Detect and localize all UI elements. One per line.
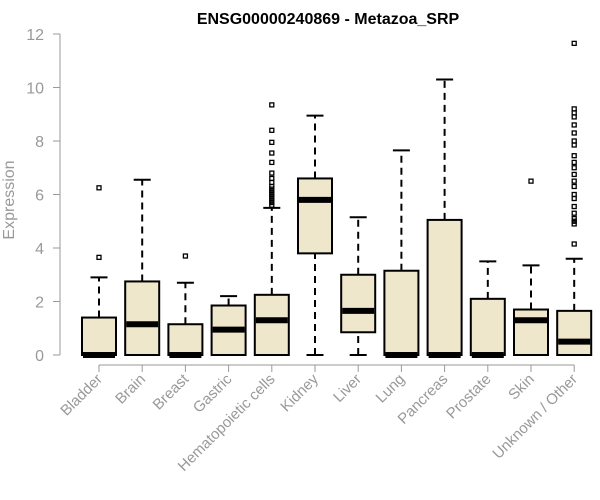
outlier-point <box>571 159 577 166</box>
outlier-point <box>528 178 534 184</box>
outlier-point <box>571 171 577 178</box>
outlier-point <box>571 122 577 128</box>
outlier-point <box>269 194 275 200</box>
outlier-point <box>269 102 275 108</box>
x-tick-label: Lung <box>373 371 409 407</box>
y-tick-label: 10 <box>26 81 44 98</box>
outlier-point <box>571 218 577 224</box>
outlier-point <box>571 40 577 47</box>
outlier-point <box>571 203 577 210</box>
box-bladder <box>81 185 117 358</box>
chart-title: ENSG00000240869 - Metazoa_SRP <box>197 11 460 28</box>
box-iqr <box>124 280 161 356</box>
box-gastric <box>210 295 247 357</box>
outlier-point <box>269 199 275 206</box>
box-lung <box>383 149 420 358</box>
outlier-point <box>269 175 275 182</box>
outlier-point <box>269 191 275 198</box>
box-kidney <box>297 114 333 356</box>
box-iqr <box>469 297 506 357</box>
box-unknown-other <box>556 40 593 356</box>
outlier-point <box>571 178 577 184</box>
y-tick-label: 6 <box>35 188 44 205</box>
box-breast <box>167 253 204 358</box>
x-tick-label: Skin <box>505 371 538 404</box>
y-tick-label: 0 <box>35 348 44 365</box>
x-tick-label: Breast <box>150 370 193 413</box>
x-tick-label: Prostate <box>443 371 495 423</box>
box-skin <box>513 178 549 356</box>
y-axis: 0 2 4 6 8 10 12 <box>26 27 61 365</box>
outlier-point <box>571 210 577 216</box>
outlier-point <box>269 159 275 166</box>
box-iqr <box>167 323 204 356</box>
outlier-point <box>96 185 102 191</box>
outlier-point <box>269 170 275 176</box>
box-iqr <box>340 273 377 334</box>
outlier-point <box>571 183 577 190</box>
outlier-point <box>269 127 275 133</box>
outlier-point <box>571 241 577 247</box>
y-tick-label: 12 <box>26 27 44 44</box>
box-iqr <box>513 308 549 356</box>
outlier-point <box>269 202 275 208</box>
box-iqr <box>556 309 593 356</box>
box-hematopoietic-cells <box>253 102 290 356</box>
box-iqr <box>383 269 420 356</box>
outlier-point <box>96 254 102 261</box>
box-pancreas <box>426 78 463 358</box>
box-prostate <box>469 260 506 358</box>
outlier-point <box>571 165 577 171</box>
outlier-point <box>269 186 275 192</box>
box-iqr <box>81 316 117 356</box>
outlier-point <box>182 253 189 259</box>
outlier-point <box>571 153 577 159</box>
box-liver <box>340 216 377 356</box>
y-tick-label: 2 <box>35 295 44 312</box>
y-tick-label: 4 <box>35 241 44 258</box>
y-axis-label: Expression <box>1 160 18 239</box>
box-iqr <box>426 218 463 356</box>
outlier-point <box>269 197 275 203</box>
outlier-point <box>571 215 577 222</box>
y-tick-label: 8 <box>35 134 44 151</box>
x-tick-label: Brain <box>112 371 149 408</box>
x-tick-label: Kidney <box>277 370 322 415</box>
outlier-point <box>571 191 577 198</box>
outlier-point <box>269 189 275 195</box>
outlier-point <box>571 130 577 136</box>
box-iqr <box>253 293 290 356</box>
outlier-point <box>269 150 275 156</box>
outlier-point <box>269 139 275 145</box>
box-series <box>81 40 593 358</box>
box-brain <box>124 178 161 356</box>
x-tick-label: Bladder <box>57 371 106 420</box>
outlier-point <box>571 138 577 144</box>
outlier-point <box>571 106 577 112</box>
box-iqr <box>297 177 333 255</box>
outlier-point <box>571 221 577 227</box>
x-tick-label: Liver <box>330 371 365 406</box>
